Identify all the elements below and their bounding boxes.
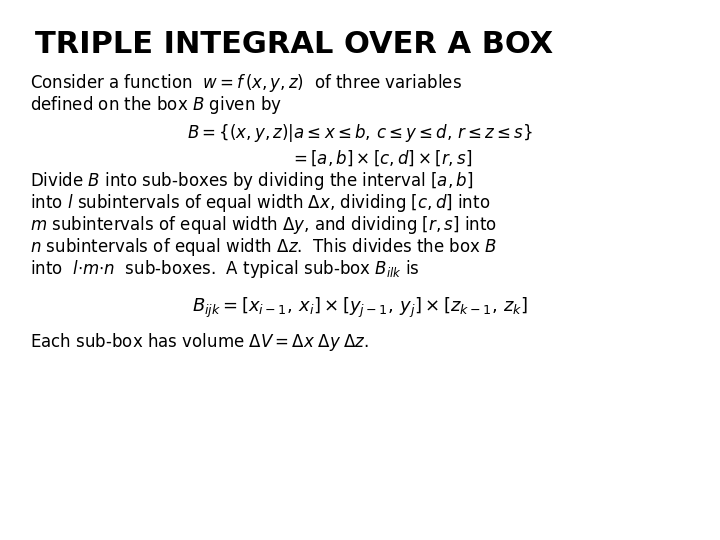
Text: Consider a function  $w = f\,(x, y, z)$  of three variables: Consider a function $w = f\,(x, y, z)$ o… bbox=[30, 72, 462, 94]
Text: into  $l{\cdot}m{\cdot}n$  sub-boxes.  A typical sub-box $B_{ilk}$ is: into $l{\cdot}m{\cdot}n$ sub-boxes. A ty… bbox=[30, 258, 420, 280]
Text: $= [a,b]\times[c,d]\times[r,s]$: $= [a,b]\times[c,d]\times[r,s]$ bbox=[290, 148, 472, 167]
Text: Divide $B$ into sub-boxes by dividing the interval $[a, b]$: Divide $B$ into sub-boxes by dividing th… bbox=[30, 170, 473, 192]
Text: TRIPLE INTEGRAL OVER A BOX: TRIPLE INTEGRAL OVER A BOX bbox=[35, 30, 553, 59]
Text: $B_{ijk} = [x_{i-1},\, x_i] \times [y_{j-1},\, y_j] \times [z_{k-1},\, z_k]$: $B_{ijk} = [x_{i-1},\, x_i] \times [y_{j… bbox=[192, 296, 528, 320]
Text: Each sub-box has volume $\Delta V = \Delta x\; \Delta y\; \Delta z$.: Each sub-box has volume $\Delta V = \Del… bbox=[30, 331, 369, 353]
Text: into $l$ subintervals of equal width $\Delta x$, dividing $[c, d]$ into: into $l$ subintervals of equal width $\D… bbox=[30, 192, 490, 214]
Text: $n$ subintervals of equal width $\Delta z$.  This divides the box $B$: $n$ subintervals of equal width $\Delta … bbox=[30, 236, 497, 258]
Text: defined on the box $B$ given by: defined on the box $B$ given by bbox=[30, 94, 282, 116]
Text: $B = \{(x,y,z)|a \leq x \leq b,\, c \leq y \leq d,\, r \leq z \leq s\}$: $B = \{(x,y,z)|a \leq x \leq b,\, c \leq… bbox=[187, 122, 533, 144]
Text: $m$ subintervals of equal width $\Delta y$, and dividing $[r, s]$ into: $m$ subintervals of equal width $\Delta … bbox=[30, 214, 497, 236]
